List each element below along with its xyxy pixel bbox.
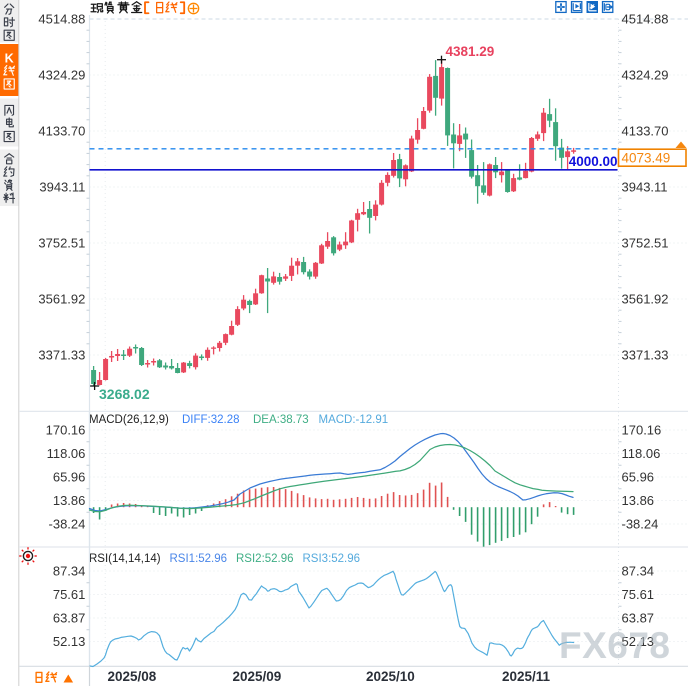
svg-text:170.16: 170.16: [46, 423, 86, 438]
svg-text:52.13: 52.13: [53, 634, 86, 649]
svg-text:4324.29: 4324.29: [38, 68, 85, 83]
svg-text:65.96: 65.96: [622, 470, 655, 485]
svg-text:3268.02: 3268.02: [99, 386, 150, 402]
svg-text:RSI1:52.96: RSI1:52.96: [170, 553, 228, 565]
svg-text:2025/08: 2025/08: [108, 669, 157, 684]
svg-text:118.06: 118.06: [47, 446, 86, 461]
svg-text:-38.24: -38.24: [49, 517, 86, 532]
svg-text:4324.29: 4324.29: [622, 68, 669, 83]
svg-text:3561.92: 3561.92: [38, 292, 85, 307]
svg-text:63.87: 63.87: [53, 611, 86, 626]
svg-text:3371.33: 3371.33: [622, 348, 669, 363]
svg-text:87.34: 87.34: [622, 564, 655, 579]
svg-text:4514.88: 4514.88: [38, 12, 85, 27]
svg-text:RSI(14,14,14): RSI(14,14,14): [89, 553, 161, 565]
svg-text:FX678: FX678: [559, 625, 671, 666]
svg-text:4133.70: 4133.70: [622, 124, 669, 139]
svg-text:DEA:38.73: DEA:38.73: [253, 414, 309, 426]
svg-text:87.34: 87.34: [53, 564, 86, 579]
svg-text:13.86: 13.86: [622, 493, 655, 508]
svg-text:3943.11: 3943.11: [622, 180, 668, 195]
svg-text:MACD:-12.91: MACD:-12.91: [319, 414, 389, 426]
svg-text:DIFF:32.28: DIFF:32.28: [182, 414, 240, 426]
svg-text:3752.51: 3752.51: [38, 236, 85, 251]
svg-text:3371.33: 3371.33: [38, 348, 85, 363]
svg-text:-38.24: -38.24: [622, 517, 659, 532]
svg-text:4514.88: 4514.88: [622, 12, 669, 27]
svg-text:4000.00: 4000.00: [569, 154, 618, 169]
svg-text:4073.49: 4073.49: [622, 151, 671, 166]
svg-text:MACD(26,12,9): MACD(26,12,9): [89, 414, 169, 426]
svg-text:4381.29: 4381.29: [446, 44, 495, 59]
svg-text:RSI2:52.96: RSI2:52.96: [236, 553, 294, 565]
svg-text:75.61: 75.61: [622, 587, 655, 602]
svg-text:118.06: 118.06: [622, 446, 661, 461]
svg-text:75.61: 75.61: [53, 587, 86, 602]
svg-text:RSI3:52.96: RSI3:52.96: [303, 553, 361, 565]
svg-text:52.13: 52.13: [622, 634, 655, 649]
svg-text:13.86: 13.86: [53, 493, 86, 508]
svg-text:2025/10: 2025/10: [366, 669, 415, 684]
svg-text:65.96: 65.96: [53, 470, 86, 485]
svg-text:3943.11: 3943.11: [39, 180, 85, 195]
svg-text:3752.51: 3752.51: [622, 236, 669, 251]
svg-text:2025/11: 2025/11: [502, 669, 551, 684]
svg-text:K: K: [5, 51, 14, 65]
svg-text:4133.70: 4133.70: [38, 124, 85, 139]
svg-text:2025/09: 2025/09: [233, 669, 282, 684]
svg-text:170.16: 170.16: [622, 423, 662, 438]
svg-text:3561.92: 3561.92: [622, 292, 669, 307]
svg-text:63.87: 63.87: [622, 611, 655, 626]
